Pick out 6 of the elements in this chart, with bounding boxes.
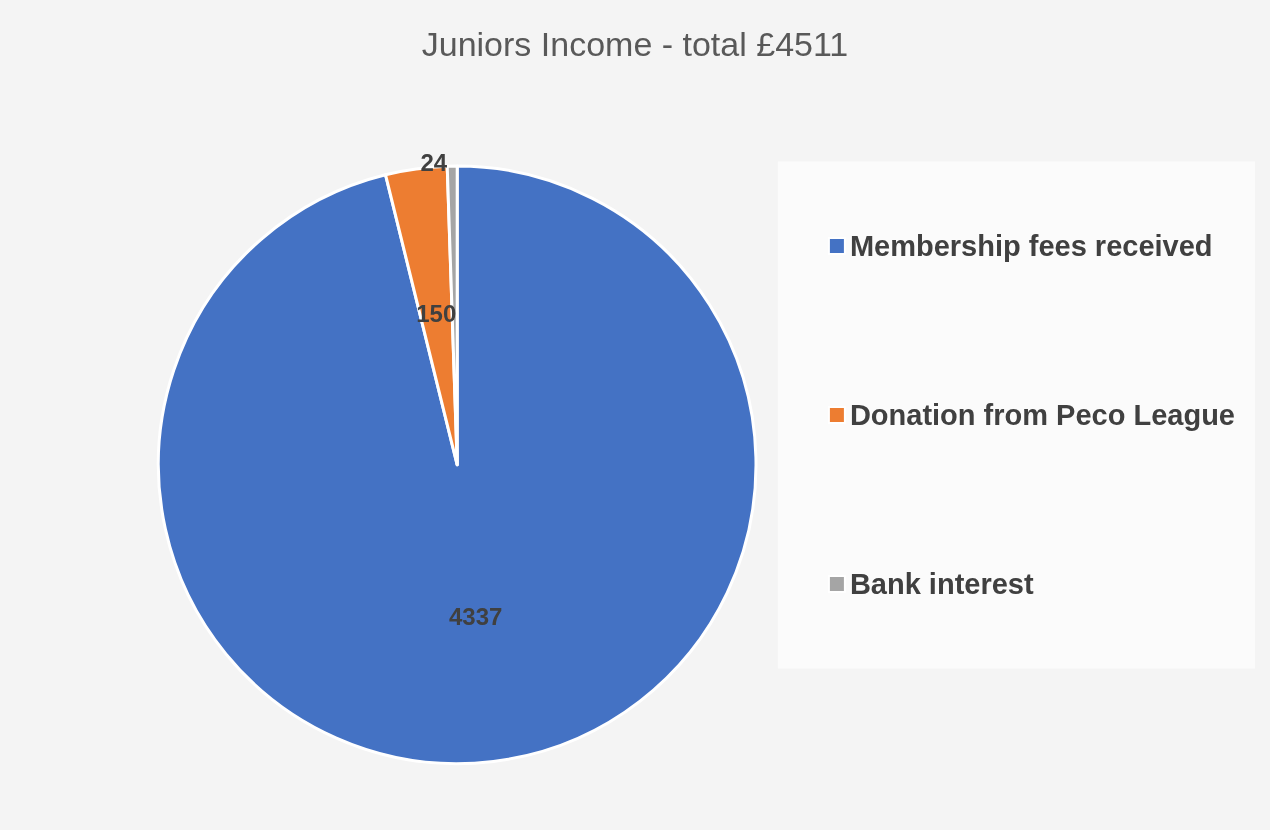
data-label: 24 bbox=[420, 148, 448, 176]
legend-label: Membership fees received bbox=[849, 230, 1213, 262]
legend-label: Donation from Peco League bbox=[849, 399, 1236, 431]
data-label: 4337 bbox=[448, 602, 503, 630]
chart-title: Juniors Income - total £4511 bbox=[421, 25, 849, 63]
legend-label: Bank interest bbox=[849, 568, 1034, 600]
